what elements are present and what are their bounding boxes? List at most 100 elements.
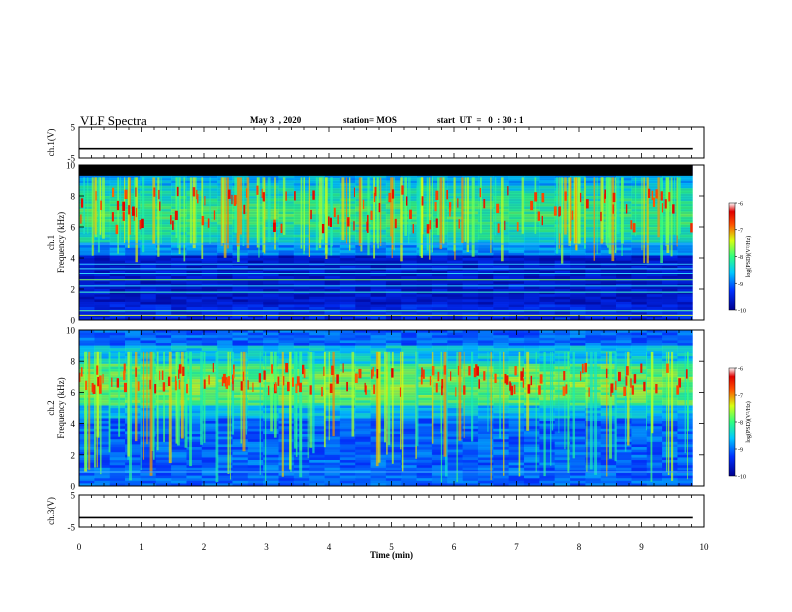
ch1-cell [263,221,279,225]
ch1-cell [278,314,295,318]
ch1-cell [508,304,525,308]
ch1-cell [355,296,372,300]
ch1-cell [477,227,494,231]
ch1-cell [278,188,295,192]
ch2-cell [401,340,418,344]
ch2-cell [125,452,141,456]
ch2-cell [171,449,187,453]
ch2-cell [431,415,448,419]
ch1-cell [201,317,218,321]
ch1-burst [657,177,660,238]
ch2-cell [616,421,632,425]
ch2-cell [339,358,356,362]
ch1-hotspot [312,190,315,200]
ch1-burst [160,177,162,245]
ch1-cell [523,227,540,231]
ch2-cell [171,447,187,451]
ch1-cell [155,273,172,277]
ch1-cell [523,278,540,282]
ch1-cell [355,208,372,212]
ch2-cell [293,340,310,344]
ch1-cell [585,273,602,277]
ch2-cell [508,418,525,422]
ch2-cell [355,434,372,438]
ch2-cell [493,343,510,347]
ch1-cell [600,291,617,295]
ch1-cell [677,221,694,225]
ch2-cell [570,408,586,412]
ch2-cell [401,434,418,438]
ch2-cell [523,431,540,435]
ch1-cell [339,289,356,293]
ch1-cell [646,219,663,223]
ch1-hotspot [435,190,439,201]
ch1-cell [385,175,402,179]
ch2-cell [109,345,126,349]
ch2-cell [247,350,264,354]
ch1-cell [370,255,387,259]
ch1-cell [431,258,448,262]
ch1-cell [385,224,402,228]
ch2-cell [585,330,602,334]
ch1-cell [416,239,433,243]
ch1-cell [370,278,387,282]
ch1-cell [631,301,648,305]
ch2-cell [201,397,218,401]
ch2-cell [109,415,126,419]
ch1-cell [585,312,602,316]
ch1-cell [646,196,663,200]
ch1-cell [631,180,648,184]
ch1-cell [462,276,479,280]
ch2-cell [140,348,157,352]
ch2-cell [600,382,617,386]
ch1-cell [570,291,586,295]
ch1-cell [585,239,602,243]
ch1-cell [186,276,203,280]
ch2-cell [339,374,356,378]
ch2-cell [646,408,663,412]
ch2-cell [523,426,540,430]
ch2-cell [370,340,387,344]
ch1-cell [79,250,95,254]
ch1-burst [490,177,492,253]
ch1-cell [600,270,617,274]
ch1-cell [309,281,325,285]
ch2-cell [539,363,556,367]
ch1-cell [94,291,111,295]
ch2-cell [508,423,525,427]
ch2-cell [94,387,111,391]
ch2-cell [554,389,571,393]
ch2-cell [508,382,525,386]
ch1-cell [109,263,126,267]
ch1-cell [477,283,494,287]
ch2-cell [278,371,295,375]
ch2-cell [278,392,295,396]
ch1-cell [355,183,372,187]
ch2-cell [247,428,264,432]
ch2-cell [508,431,525,435]
ch1-cell [125,291,141,295]
ch1-cell [539,183,556,187]
ch2-cell [217,447,233,451]
ch2-cell [401,379,418,383]
ch2-cell [385,395,402,399]
ch2-cell [309,356,325,360]
ch2-cell [416,350,433,354]
ch2-cell [462,374,479,378]
ch1-cell [278,185,295,189]
ch1-cell [247,216,264,220]
ch2-cell [324,348,341,352]
ch1-cell [570,268,586,272]
ch2-cell [186,439,203,443]
ch2-cell [232,395,249,399]
ch2-cell [447,413,464,417]
ch1-cell [416,258,433,262]
ch1-cell [462,296,479,300]
ch1-cell [539,214,556,218]
ch2-cell [646,426,663,430]
ch1-cell [79,255,95,259]
ch2-cell [416,361,433,365]
ch2-cell [109,358,126,362]
ch2-cell [355,395,372,399]
ch2-cell [523,335,540,339]
